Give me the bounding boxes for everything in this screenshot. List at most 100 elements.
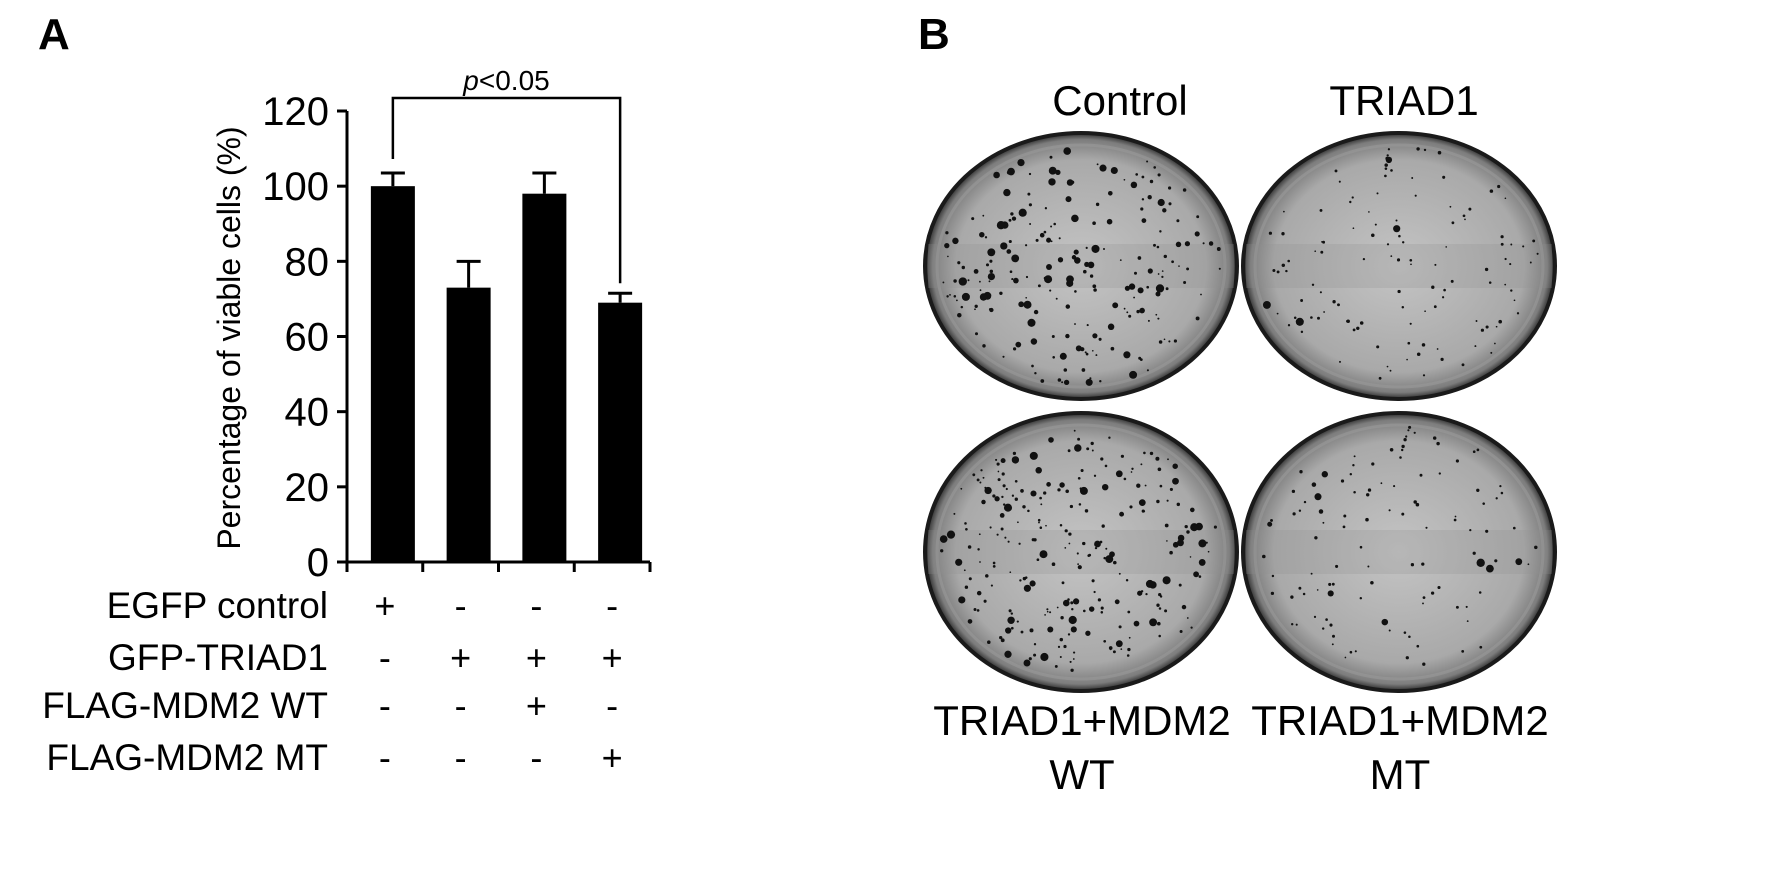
colony [1162, 576, 1171, 585]
colony [1094, 540, 1101, 548]
colony [1466, 620, 1469, 623]
colony [1370, 580, 1374, 585]
colony [976, 478, 980, 482]
colony [989, 269, 994, 274]
dish-rim [935, 423, 1227, 681]
colony [1066, 275, 1074, 284]
colony [1033, 653, 1037, 657]
condition-mark: - [455, 685, 467, 726]
dish-label-mt-line1: TRIAD1+MDM2 [1251, 697, 1549, 744]
colony [1093, 590, 1096, 594]
colony [1039, 550, 1048, 559]
condition-mark: + [526, 685, 547, 726]
colony [1074, 323, 1076, 325]
colony [1092, 221, 1096, 225]
colony [1050, 240, 1053, 243]
colony [1268, 231, 1272, 235]
colony [1059, 655, 1062, 659]
colony [1068, 615, 1077, 625]
colony [1091, 244, 1100, 253]
colony [1146, 285, 1150, 289]
colony [1213, 525, 1217, 529]
colony [1158, 592, 1162, 597]
colony [1465, 605, 1468, 608]
colony [1048, 178, 1056, 186]
colony [1031, 538, 1035, 542]
colony [1367, 565, 1370, 568]
significance-label: p<0.05 [462, 65, 549, 96]
colony [1159, 230, 1162, 233]
colony [1127, 647, 1131, 652]
colony [1014, 497, 1018, 501]
colony [974, 304, 978, 308]
colony [1376, 345, 1380, 349]
y-tick-label: 40 [285, 391, 330, 435]
colony [1190, 507, 1195, 513]
colony [958, 277, 967, 286]
colony [1064, 547, 1067, 549]
colony [1153, 166, 1156, 169]
colony [1415, 502, 1420, 507]
colony [1325, 618, 1328, 621]
colony [1534, 545, 1538, 550]
colony [1413, 500, 1417, 504]
colony [1069, 504, 1074, 509]
colony [1048, 166, 1057, 175]
colony [967, 545, 972, 549]
colony [1337, 303, 1340, 307]
dish-label-mt: TRIAD1+MDM2 MT [1240, 694, 1560, 802]
colony [1006, 170, 1012, 175]
colony [1074, 290, 1077, 293]
colony [973, 608, 977, 611]
colony [1367, 488, 1372, 492]
colony [1512, 526, 1516, 530]
colony [1057, 257, 1064, 263]
colony [1292, 512, 1296, 516]
colony [1184, 241, 1191, 247]
colony [1123, 477, 1127, 481]
colony [1295, 317, 1304, 326]
dish-plate [1241, 411, 1557, 693]
colony [1067, 598, 1070, 601]
colony [1100, 457, 1104, 461]
dish-plate [923, 411, 1239, 693]
colony [1039, 496, 1042, 500]
colony [1137, 590, 1143, 596]
colony [1098, 337, 1102, 341]
colony [1082, 609, 1086, 613]
colony [1390, 169, 1393, 172]
colony [1075, 345, 1082, 352]
colony [1044, 614, 1046, 616]
condition-mark: - [455, 737, 467, 778]
colony [1451, 221, 1455, 225]
colony [1193, 571, 1199, 578]
colony [1094, 546, 1098, 550]
colony [1536, 252, 1539, 255]
colony [1422, 374, 1426, 377]
colony [1359, 596, 1363, 600]
colony [1271, 574, 1275, 578]
colony [1043, 230, 1047, 234]
colony [1198, 558, 1206, 566]
colony [1352, 328, 1356, 332]
colony [1317, 316, 1320, 320]
dish-label-mt-line2: MT [1369, 751, 1431, 798]
colony [1469, 528, 1472, 532]
colony [1328, 582, 1332, 586]
colony [1190, 626, 1193, 629]
condition-mark: - [379, 685, 391, 726]
condition-mark: - [455, 585, 467, 626]
colony [1437, 150, 1442, 155]
colony [1086, 447, 1090, 451]
colony [1096, 163, 1099, 166]
colony [1065, 304, 1071, 309]
colony [1046, 610, 1049, 613]
colony [1384, 167, 1388, 170]
dish-plate [1241, 131, 1557, 401]
colony [1051, 562, 1056, 566]
colony [1080, 347, 1085, 352]
colony [1059, 352, 1067, 360]
colony [964, 522, 967, 525]
colony [1136, 309, 1140, 314]
colony [1029, 628, 1034, 633]
